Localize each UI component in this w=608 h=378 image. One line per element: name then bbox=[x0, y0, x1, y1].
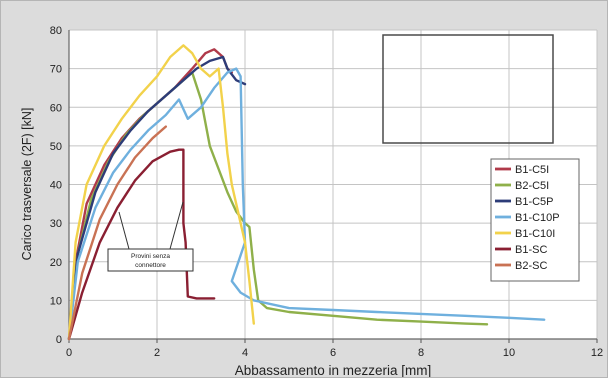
y-tick-label: 0 bbox=[56, 334, 62, 346]
legend-label: B1-C5P bbox=[515, 196, 554, 208]
x-axis-label: Abbassamento in mezzeria [mm] bbox=[235, 363, 432, 377]
annotation-line-1: Provini senza bbox=[131, 253, 170, 260]
x-tick-label: 4 bbox=[242, 347, 248, 359]
x-tick-label: 12 bbox=[591, 347, 603, 359]
x-tick-label: 8 bbox=[418, 347, 424, 359]
series-line-5 bbox=[67, 44, 256, 341]
x-tick-label: 2 bbox=[154, 347, 160, 359]
annotation-line-2: connettore bbox=[135, 262, 166, 269]
y-tick-label: 80 bbox=[50, 25, 62, 37]
legend: B1-C5I B2-C5I B1-C5P B1-C10P B1-C10I B1-SC B2-… bbox=[490, 158, 580, 282]
y-tick-label: 50 bbox=[50, 141, 62, 153]
legend-label: B2-SC bbox=[515, 260, 547, 272]
empty-inset-box bbox=[382, 34, 554, 144]
series-line-4 bbox=[67, 67, 546, 341]
x-tick-label: 6 bbox=[330, 347, 336, 359]
series-line-6 bbox=[67, 148, 216, 341]
legend-label: B1-SC bbox=[515, 244, 547, 256]
series-line-3 bbox=[67, 55, 247, 341]
legend-label: B2-C5I bbox=[515, 180, 549, 192]
y-tick-label: 40 bbox=[50, 180, 62, 192]
legend-box bbox=[490, 158, 580, 282]
x-tick-label: 0 bbox=[66, 347, 72, 359]
x-tick-label: 10 bbox=[503, 347, 515, 359]
annotation-pointer-left bbox=[118, 211, 130, 250]
y-tick-label: 10 bbox=[50, 295, 62, 307]
series-line-7 bbox=[67, 125, 168, 341]
annotation-box bbox=[107, 248, 194, 272]
axes: 0 10 20 30 40 50 60 70 80 0 2 4 6 8 10 12 bbox=[50, 25, 603, 359]
legend-label: B1-C10I bbox=[515, 228, 555, 240]
legend-label: B1-C10P bbox=[515, 212, 560, 224]
series-lines bbox=[67, 44, 546, 341]
annotation-pointer-right bbox=[169, 201, 184, 250]
y-tick-label: 70 bbox=[50, 64, 62, 76]
y-tick-label: 60 bbox=[50, 102, 62, 114]
legend-label: B1-C5I bbox=[515, 164, 549, 176]
y-axis-label: Carico trasversale (2F) [kN] bbox=[20, 108, 34, 261]
y-tick-label: 30 bbox=[50, 218, 62, 230]
y-tick-label: 20 bbox=[50, 257, 62, 269]
annotation: Provini senza connettore bbox=[107, 201, 194, 272]
